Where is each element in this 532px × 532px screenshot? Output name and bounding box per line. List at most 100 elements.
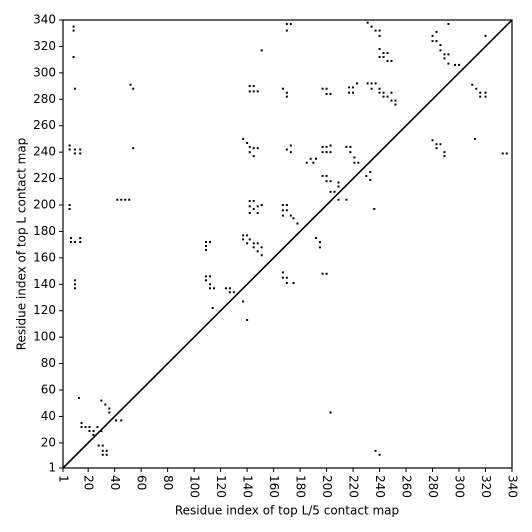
contact-point [374, 29, 377, 32]
contact-point [260, 49, 263, 52]
contact-point [209, 275, 212, 278]
contact-point [248, 200, 251, 203]
contact-point [435, 147, 438, 150]
contact-point [248, 238, 251, 241]
contact-point [228, 287, 231, 290]
contact-point [390, 91, 393, 94]
contact-point [345, 198, 348, 201]
contact-point [205, 279, 208, 282]
contact-point [92, 429, 95, 432]
contact-point [248, 145, 251, 148]
contact-point [68, 204, 71, 207]
x-axis-label: Residue index of top L/5 contact map [175, 504, 399, 518]
contact-point [88, 426, 91, 429]
y-tick-label: 1 [48, 461, 56, 475]
contact-point [484, 91, 487, 94]
contact-point [124, 198, 127, 201]
contact-point [479, 95, 482, 98]
contact-point [484, 95, 487, 98]
contact-point [289, 214, 292, 217]
contact-point [224, 287, 227, 290]
contact-point [228, 291, 231, 294]
contact-point [321, 145, 324, 148]
contact-point [79, 152, 82, 155]
contact-point [73, 87, 76, 90]
contact-point [248, 151, 251, 154]
contact-point [378, 91, 381, 94]
x-tick-label: 320 [479, 475, 493, 498]
x-tick-label: 1 [57, 475, 71, 483]
contact-point [348, 86, 351, 89]
y-tick-label: 200 [33, 198, 56, 212]
contact-point [382, 91, 385, 94]
contact-point [325, 93, 328, 96]
contact-point [321, 151, 324, 154]
contact-point [68, 148, 71, 151]
contact-point [292, 281, 295, 284]
contact-point [435, 143, 438, 146]
contact-point [484, 34, 487, 37]
contact-point [242, 300, 245, 303]
contact-point [352, 91, 355, 94]
y-tick-label: 180 [33, 224, 56, 238]
contact-point [314, 157, 317, 160]
contact-point [72, 29, 75, 32]
contact-point [252, 147, 255, 150]
contact-point [390, 99, 393, 102]
contact-point [281, 271, 284, 274]
contact-point [256, 242, 259, 245]
contact-point [431, 34, 434, 37]
contact-point [120, 419, 123, 422]
contact-point [242, 137, 245, 140]
contact-point [212, 287, 215, 290]
contact-point [382, 56, 385, 59]
contact-point [321, 174, 324, 177]
contact-point [386, 52, 389, 55]
contact-point [378, 87, 381, 90]
contact-point [260, 204, 263, 207]
plot-frame [62, 19, 513, 469]
contact-point [447, 53, 450, 56]
contact-point [252, 200, 255, 203]
contact-point [325, 87, 328, 90]
contact-point [394, 99, 397, 102]
contact-point [69, 237, 72, 240]
contact-point [366, 21, 369, 24]
contact-point [69, 241, 72, 244]
contact-point [205, 275, 208, 278]
contact-point [68, 207, 71, 210]
contact-point [252, 242, 255, 245]
contact-point [256, 147, 259, 150]
contact-point [129, 83, 132, 86]
y-tick-label: 80 [41, 356, 56, 370]
contact-point [305, 161, 308, 164]
contact-point [431, 139, 434, 142]
contact-point [325, 151, 328, 154]
contact-point [120, 198, 123, 201]
contact-point [256, 205, 259, 208]
y-tick-label: 300 [33, 65, 56, 79]
contact-point [378, 48, 381, 51]
x-tick-label: 140 [241, 475, 255, 498]
contact-point [73, 148, 76, 151]
contact-point [365, 174, 368, 177]
y-tick-label: 260 [33, 118, 56, 132]
contact-point [252, 155, 255, 158]
contact-point [79, 241, 82, 244]
y-tick-label: 240 [33, 145, 56, 159]
contact-point [256, 90, 259, 93]
contact-point [285, 281, 288, 284]
contact-point [329, 93, 332, 96]
contact-point [100, 399, 103, 402]
contact-point [289, 144, 292, 147]
contact-point [390, 59, 393, 62]
x-tick-label: 220 [347, 475, 361, 498]
contact-point [314, 237, 317, 240]
contact-point [101, 449, 104, 452]
contact-point [353, 156, 356, 159]
contact-point [378, 453, 381, 456]
contact-point [77, 396, 80, 399]
y-tick-label: 60 [41, 383, 56, 397]
contact-point [248, 205, 251, 208]
contact-point [435, 30, 438, 33]
